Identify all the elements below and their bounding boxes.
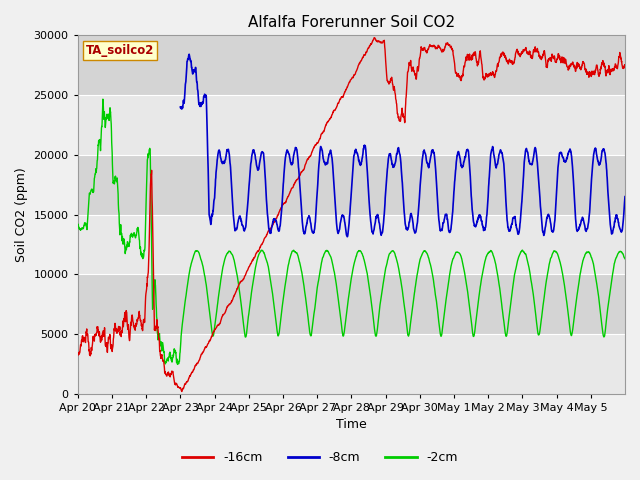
Text: TA_soilco2: TA_soilco2 [86,44,154,57]
X-axis label: Time: Time [336,419,367,432]
Bar [77,95,625,155]
Title: Alfalfa Forerunner Soil CO2: Alfalfa Forerunner Soil CO2 [248,15,455,30]
Bar [77,215,625,275]
Y-axis label: Soil CO2 (ppm): Soil CO2 (ppm) [15,167,28,262]
Legend: -16cm, -8cm, -2cm: -16cm, -8cm, -2cm [177,446,463,469]
Bar [77,36,625,95]
Bar [77,275,625,334]
Bar [77,155,625,215]
Bar [77,334,625,394]
